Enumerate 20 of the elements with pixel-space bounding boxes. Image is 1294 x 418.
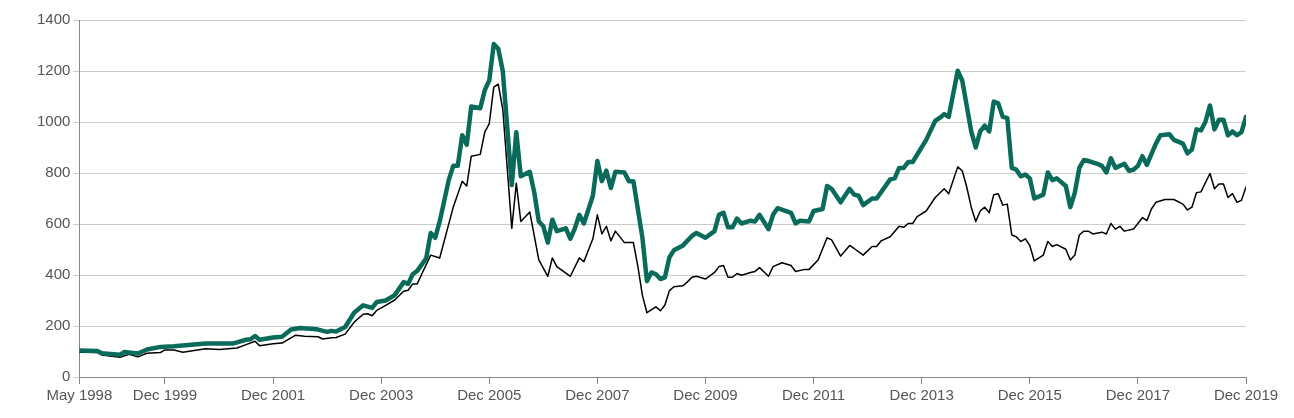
y-tick-label: 400: [45, 265, 71, 283]
x-tick-label: Dec 2005: [457, 386, 522, 404]
y-tick-label: 1200: [36, 61, 71, 79]
x-tick-label: Dec 2003: [349, 386, 414, 404]
x-tick-label: Dec 1999: [132, 386, 198, 404]
y-tick-label: 0: [62, 367, 71, 385]
x-tick-label: Dec 2019: [1213, 386, 1279, 404]
x-tick-label: Dec 2017: [1105, 386, 1170, 404]
x-tick-label: Dec 2001: [240, 386, 306, 404]
x-tick-label: Dec 2015: [997, 386, 1062, 404]
x-tick-label: Dec 2009: [673, 386, 738, 404]
y-tick-label: 1000: [36, 112, 71, 130]
y-tick-label: 800: [45, 163, 71, 181]
y-tick-label: 200: [45, 316, 71, 334]
y-tick-label: 1400: [36, 10, 71, 28]
x-tick-label: Dec 2011: [782, 386, 846, 404]
x-tick-label: Dec 2007: [565, 386, 630, 404]
y-tick-label: 600: [45, 214, 71, 232]
x-tick-label: May 1998: [46, 386, 113, 404]
x-tick-label: Dec 2013: [889, 386, 954, 404]
